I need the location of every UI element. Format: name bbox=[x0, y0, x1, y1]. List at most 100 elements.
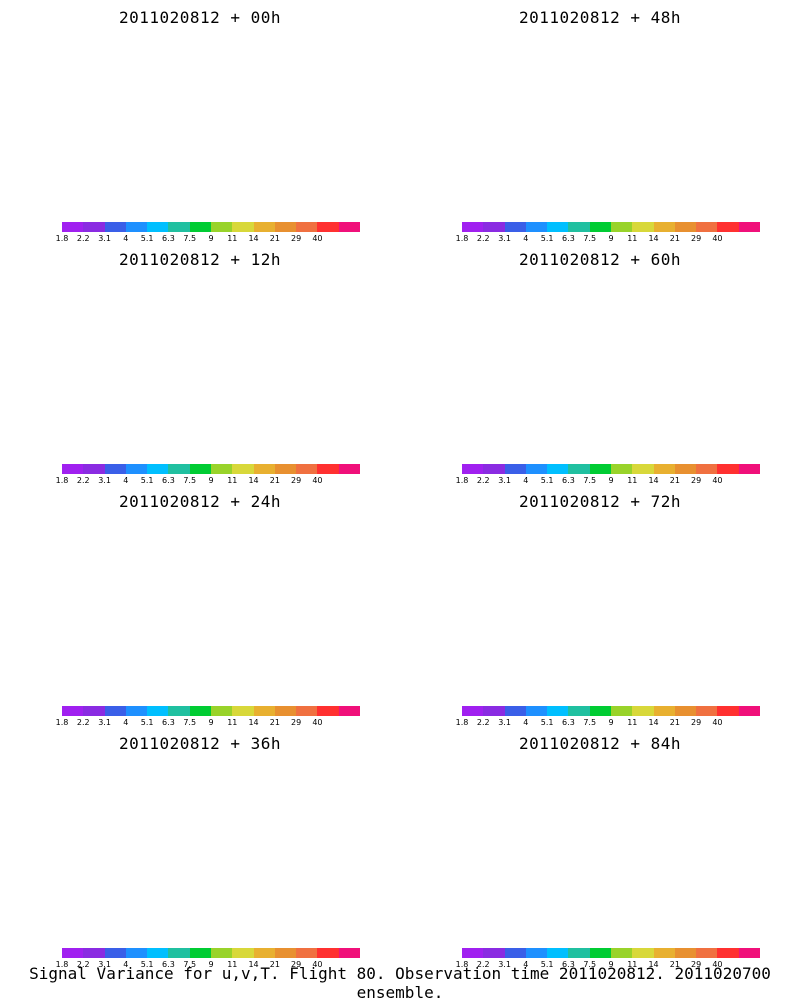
variance-contour bbox=[439, 639, 541, 690]
variance-contour bbox=[59, 891, 120, 922]
variance-contour bbox=[207, 824, 293, 867]
arctic-islands bbox=[615, 297, 700, 332]
variance-contour bbox=[452, 161, 527, 199]
colorbar-label: 29 bbox=[691, 960, 702, 969]
variance-contour bbox=[517, 613, 642, 676]
variance-contour bbox=[84, 112, 156, 148]
colorbar-swatch bbox=[211, 464, 233, 474]
map-panel: 2011020812 + 36h 1.8 2.2 3.1 4 5.1 6.3 7.5 9 11 14… bbox=[0, 726, 400, 969]
variance-contour bbox=[616, 612, 784, 696]
variance-contour bbox=[645, 385, 755, 440]
variance-contour bbox=[113, 853, 247, 920]
colorbar-swatch bbox=[653, 222, 676, 232]
variance-contour bbox=[702, 809, 757, 844]
variance-contour bbox=[79, 352, 161, 393]
colorbar-label: 5.1 bbox=[540, 234, 554, 243]
variance-contour bbox=[449, 402, 531, 443]
panel-title: 2011020812 + 72h bbox=[518, 492, 682, 511]
colorbar-swatch bbox=[232, 464, 255, 474]
panel-title: 2011020812 + 00h bbox=[118, 8, 282, 27]
colorbar-swatch bbox=[504, 222, 527, 232]
colorbar-label: 40 bbox=[312, 960, 323, 969]
colorbar-swatch bbox=[483, 222, 506, 232]
variance-contour bbox=[613, 102, 687, 139]
variance-contour bbox=[213, 343, 288, 381]
colorbar-swatch bbox=[738, 464, 761, 474]
colorbar-swatch bbox=[189, 706, 212, 716]
colorbar-label: 1.8 bbox=[55, 960, 69, 969]
variance-contour bbox=[436, 572, 604, 656]
colorbar-swatch bbox=[253, 222, 276, 232]
map-plot bbox=[0, 726, 400, 941]
variance-contour bbox=[486, 355, 555, 390]
colorbar-swatch bbox=[525, 222, 548, 232]
colorbar-swatch bbox=[696, 222, 718, 232]
variance-contour bbox=[639, 381, 762, 443]
colorbar-swatch bbox=[62, 706, 84, 716]
colorbar-label: 3.1 bbox=[98, 960, 111, 969]
colorbar-swatch bbox=[62, 464, 84, 474]
colorbar-label: 40 bbox=[712, 718, 723, 727]
colorbar-swatch bbox=[211, 948, 233, 958]
variance-contour bbox=[643, 142, 756, 199]
colorbar-label: 7.5 bbox=[183, 718, 197, 727]
panel-title: 2011020812 + 24h bbox=[118, 492, 282, 511]
variance-contour bbox=[575, 809, 725, 884]
variance-contour bbox=[526, 617, 634, 671]
variance-contour bbox=[625, 375, 775, 450]
variance-contour bbox=[491, 599, 669, 688]
variance-contour bbox=[117, 613, 243, 676]
variance-contour bbox=[461, 165, 520, 194]
coastline bbox=[440, 320, 780, 392]
variance-contour bbox=[75, 350, 165, 395]
variance-contour bbox=[466, 587, 574, 641]
variance-contour bbox=[138, 139, 222, 181]
colorbar-label: 6.3 bbox=[562, 234, 575, 243]
map-plot bbox=[400, 242, 800, 457]
variance-contour bbox=[513, 852, 647, 919]
variance-contour bbox=[708, 812, 752, 840]
colorbar-swatch bbox=[611, 706, 633, 716]
colorbar-label: 6.3 bbox=[162, 718, 175, 727]
variance-contour bbox=[631, 620, 769, 689]
variance-contour bbox=[595, 819, 705, 874]
colorbar-swatch bbox=[317, 464, 340, 474]
colorbar-label: 21 bbox=[269, 234, 280, 243]
colorbar-swatch bbox=[547, 948, 569, 958]
colorbar-label: 4 bbox=[123, 718, 129, 727]
colorbar-swatch bbox=[568, 464, 591, 474]
colorbar-label: 7.5 bbox=[583, 234, 597, 243]
variance-contour bbox=[707, 328, 753, 357]
variance-contour bbox=[621, 348, 679, 377]
variance-contour bbox=[616, 345, 685, 379]
variance-contour bbox=[493, 358, 668, 446]
colorbar-swatch bbox=[338, 706, 361, 716]
arctic-islands bbox=[615, 781, 700, 816]
variance-contour bbox=[68, 830, 171, 882]
variance-contour bbox=[444, 157, 536, 203]
variance-contour bbox=[540, 382, 621, 422]
variance-contour bbox=[474, 591, 566, 637]
variance-contour bbox=[107, 849, 254, 923]
colorbar-swatch bbox=[483, 464, 506, 474]
colorbar-swatch bbox=[147, 464, 169, 474]
colorbar-label: 21 bbox=[669, 476, 680, 485]
colorbar-label: 1.8 bbox=[455, 718, 469, 727]
colorbar-swatch bbox=[589, 706, 612, 716]
variance-contour bbox=[618, 588, 682, 620]
colorbar-swatch bbox=[547, 706, 569, 716]
variance-contour bbox=[524, 374, 636, 430]
variance-contour bbox=[626, 859, 774, 933]
colorbar-label: 11 bbox=[627, 476, 638, 485]
variance-contour bbox=[604, 339, 695, 385]
variance-contour bbox=[516, 370, 644, 434]
colorbar-swatch bbox=[483, 948, 506, 958]
colorbar-swatch bbox=[125, 706, 148, 716]
colorbar-label: 11 bbox=[227, 476, 238, 485]
variance-contour bbox=[484, 838, 675, 934]
variance-contour bbox=[680, 311, 780, 374]
colorbar-swatch bbox=[632, 222, 655, 232]
colorbar-label: 2.2 bbox=[476, 718, 490, 727]
colorbar: 1.8 2.2 3.1 4 5.1 6.3 7.5 9 11 14 21 29 40 bbox=[56, 948, 361, 969]
variance-contour bbox=[251, 629, 349, 678]
